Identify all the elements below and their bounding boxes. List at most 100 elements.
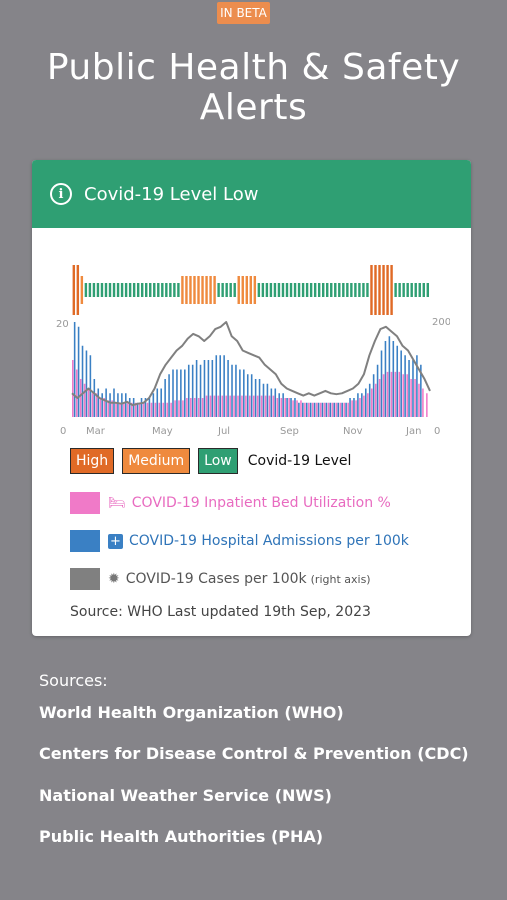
bed-utilization-bar [363, 395, 365, 417]
level-segment [128, 283, 132, 297]
level-segment [410, 283, 413, 297]
legend-cases-note: (right axis) [310, 572, 371, 586]
level-segment [309, 283, 313, 297]
admissions-bar [325, 402, 328, 417]
admissions-bar [164, 379, 166, 417]
bed-utilization-bar [343, 402, 346, 417]
legend-cases-label: COVID-19 Cases per 100k [125, 571, 307, 587]
level-segment [338, 283, 341, 297]
admissions-bar [156, 388, 159, 417]
level-segment [350, 283, 353, 297]
bed-utilization-bar [347, 402, 349, 417]
legend-bed-utilization: 🛏 COVID-19 Inpatient Bed Utilization % [70, 492, 391, 514]
admissions-bar [341, 402, 343, 417]
level-segment [366, 283, 369, 297]
source-cdc[interactable]: Centers for Disease Control & Prevention… [39, 744, 469, 763]
level-segment [418, 283, 421, 297]
bed-utilization-bar [292, 400, 294, 417]
admissions-bar [215, 355, 218, 417]
bed-utilization-bar [99, 398, 102, 417]
admissions-bar [388, 336, 391, 417]
admissions-bar [160, 388, 162, 417]
admissions-bar [361, 393, 363, 417]
bed-utilization-bar [241, 395, 243, 417]
admissions-bar [219, 355, 221, 417]
level-segment [265, 283, 269, 297]
level-segment [281, 283, 285, 297]
source-who[interactable]: World Health Organization (WHO) [39, 703, 344, 722]
bed-utilization-bar [115, 402, 117, 417]
admissions-bar [191, 364, 194, 417]
legend-admissions-label: COVID-19 Hospital Admissions per 100k [129, 533, 409, 549]
sources-label: Sources: [39, 671, 108, 690]
level-segment [189, 276, 192, 304]
bed-utilization-bar [256, 395, 259, 417]
bed-utilization-bar [209, 395, 212, 417]
level-segment [185, 276, 188, 304]
level-segment [72, 265, 76, 315]
bed-utilization-bar [245, 395, 247, 417]
source-pha[interactable]: Public Health Authorities (PHA) [39, 827, 324, 846]
admissions-bar [227, 360, 229, 417]
bed-utilization-bar [288, 398, 290, 417]
level-segment [237, 276, 240, 304]
level-segment [378, 265, 381, 315]
admissions-bar [376, 364, 379, 417]
bed-utilization-bar [131, 402, 133, 417]
admissions-bar [180, 369, 182, 417]
level-segment [116, 283, 120, 297]
bed-utilization-bar [79, 379, 82, 417]
admissions-bar [408, 360, 410, 417]
level-segment [390, 265, 393, 315]
level-segment [173, 283, 176, 297]
level-segment [354, 283, 357, 297]
level-segment [334, 283, 337, 297]
bed-utilization-bar [138, 402, 141, 417]
level-segment [225, 283, 228, 297]
level-segment [269, 283, 273, 297]
card-title: Covid-19 Level Low [84, 183, 259, 205]
admissions-bar [203, 360, 206, 417]
bed-utilization-bar [142, 402, 145, 417]
bed-utilization-bar [406, 374, 408, 417]
bed-utilization-bar [280, 398, 283, 417]
level-legend: High Medium Low Covid-19 Level [70, 448, 351, 474]
left-axis-max-label: 20 [56, 319, 69, 330]
bed-utilization-bar [264, 395, 267, 417]
bed-utilization-bar [178, 400, 180, 417]
admissions-bar [109, 393, 111, 417]
bed-utilization-bar [327, 402, 330, 417]
source-nws[interactable]: National Weather Service (NWS) [39, 786, 332, 805]
bed-utilization-bar [260, 395, 263, 417]
level-segment [193, 276, 196, 304]
bed-utilization-bar [382, 374, 385, 417]
level-segment [209, 276, 212, 304]
bed-utilization-bar [107, 400, 109, 417]
bed-utilization-bar [394, 371, 397, 417]
admissions-bar [290, 398, 292, 417]
admissions-bar [384, 341, 387, 417]
bed-utilization-bar [233, 395, 235, 417]
admissions-bar [136, 402, 139, 417]
level-segment [88, 283, 92, 297]
level-segment [273, 283, 277, 297]
level-segment [374, 265, 377, 315]
bed-utilization-bar [331, 402, 334, 417]
bed-utilization-bar [359, 398, 361, 417]
admissions-bar [333, 402, 336, 417]
level-segment [157, 283, 160, 297]
level-segment [221, 283, 224, 297]
admissions-bar [140, 398, 143, 417]
admissions-bar [187, 364, 190, 417]
admissions-bar [176, 369, 178, 417]
bed-utilization-bar [323, 402, 326, 417]
covid-level-card[interactable]: i Covid-19 Level Low 20 0 200 0 Mar May Jul Sep… [32, 160, 471, 636]
legend-swatch-bed [70, 492, 100, 514]
level-segment [414, 283, 417, 297]
bed-utilization-bar [276, 398, 279, 417]
admissions-bar [207, 360, 210, 417]
level-segment [382, 265, 385, 315]
bed-utilization-bar [414, 379, 416, 417]
admissions-bar [128, 398, 131, 417]
admissions-bar [199, 364, 202, 417]
